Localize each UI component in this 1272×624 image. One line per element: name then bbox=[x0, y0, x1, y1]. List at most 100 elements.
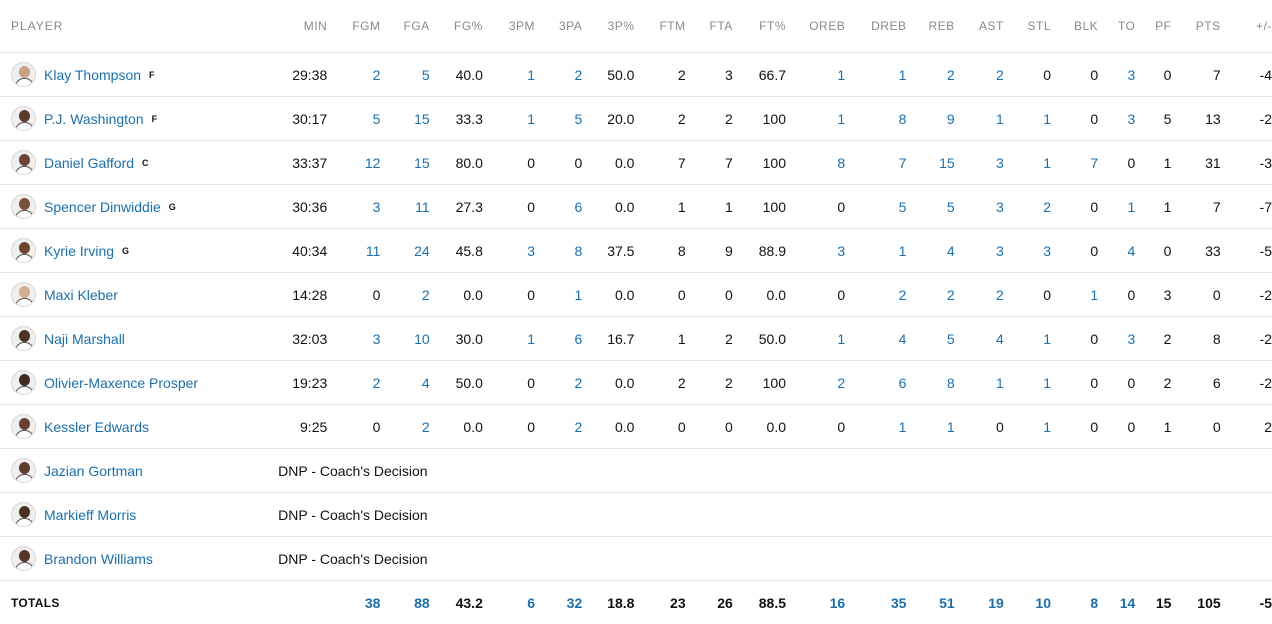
stat-oreb[interactable]: 1 bbox=[786, 316, 846, 361]
stat-fgm[interactable]: 2 bbox=[327, 360, 381, 405]
total-fgm[interactable]: 38 bbox=[364, 594, 381, 611]
stat-tpa[interactable]: 1 bbox=[535, 272, 583, 317]
stat-oreb[interactable]: 8 bbox=[786, 140, 846, 185]
stat-fgm[interactable]: 11 bbox=[327, 228, 381, 273]
stat-to[interactable]: 3 bbox=[1098, 52, 1136, 97]
total-3pm[interactable]: 6 bbox=[527, 594, 536, 611]
stat-oreb[interactable]: 1 bbox=[786, 96, 846, 141]
stat-to[interactable]: 4 bbox=[1098, 228, 1136, 273]
col-header-fgm[interactable]: FGM bbox=[327, 0, 381, 53]
stat-oreb[interactable]: 3 bbox=[786, 228, 846, 273]
stat-blk[interactable]: 1 bbox=[1051, 272, 1099, 317]
stat-reb[interactable]: 15 bbox=[906, 140, 955, 185]
player-name-link[interactable]: Kessler Edwards bbox=[44, 418, 150, 435]
col-header-reb[interactable]: REB bbox=[906, 0, 955, 53]
col-header-to[interactable]: TO bbox=[1098, 0, 1136, 53]
col-header-3pm[interactable]: 3PM bbox=[482, 0, 536, 53]
stat-fgm[interactable]: 5 bbox=[327, 96, 381, 141]
stat-tpm[interactable]: 3 bbox=[482, 228, 536, 273]
col-header-player[interactable]: PLAYER bbox=[0, 0, 287, 53]
col-header-pf[interactable]: PF bbox=[1135, 0, 1172, 53]
total-blk[interactable]: 8 bbox=[1090, 594, 1099, 611]
stat-fgm[interactable]: 3 bbox=[327, 316, 381, 361]
stat-reb[interactable]: 5 bbox=[906, 184, 955, 229]
stat-fga[interactable]: 2 bbox=[380, 272, 430, 317]
col-header-plus-minus[interactable]: +/- bbox=[1220, 0, 1272, 53]
stat-stl[interactable]: 1 bbox=[1003, 96, 1051, 141]
col-header-3pa[interactable]: 3PA bbox=[535, 0, 583, 53]
stat-ast[interactable]: 3 bbox=[954, 228, 1004, 273]
col-header-dreb[interactable]: DREB bbox=[845, 0, 907, 53]
stat-stl[interactable]: 1 bbox=[1003, 360, 1051, 405]
player-name-link[interactable]: Markieff Morris bbox=[44, 506, 137, 523]
stat-reb[interactable]: 2 bbox=[906, 272, 955, 317]
total-reb[interactable]: 51 bbox=[939, 594, 955, 611]
stat-reb[interactable]: 9 bbox=[906, 96, 955, 141]
stat-stl[interactable]: 2 bbox=[1003, 184, 1051, 229]
stat-tpm[interactable]: 1 bbox=[482, 316, 536, 361]
player-name-link[interactable]: P.J. Washington bbox=[44, 110, 144, 127]
col-header-fta[interactable]: FTA bbox=[685, 0, 733, 53]
stat-ast[interactable]: 1 bbox=[954, 360, 1004, 405]
stat-dreb[interactable]: 8 bbox=[845, 96, 907, 141]
total-stl[interactable]: 10 bbox=[1035, 594, 1051, 611]
total-ast[interactable]: 19 bbox=[988, 594, 1004, 611]
col-header-fga[interactable]: FGA bbox=[380, 0, 430, 53]
stat-dreb[interactable]: 7 bbox=[845, 140, 907, 185]
stat-reb[interactable]: 1 bbox=[906, 404, 955, 449]
stat-ast[interactable]: 4 bbox=[954, 316, 1004, 361]
total-oreb[interactable]: 16 bbox=[829, 594, 846, 611]
stat-stl[interactable]: 1 bbox=[1003, 316, 1051, 361]
stat-tpa[interactable]: 2 bbox=[535, 404, 583, 449]
stat-dreb[interactable]: 4 bbox=[845, 316, 907, 361]
stat-tpa[interactable]: 6 bbox=[535, 316, 583, 361]
stat-oreb[interactable]: 1 bbox=[786, 52, 846, 97]
stat-stl[interactable]: 1 bbox=[1003, 140, 1051, 185]
stat-dreb[interactable]: 1 bbox=[845, 404, 907, 449]
player-name-link[interactable]: Jazian Gortman bbox=[44, 462, 143, 479]
player-name-link[interactable]: Olivier-Maxence Prosper bbox=[44, 374, 199, 391]
stat-tpa[interactable]: 6 bbox=[535, 184, 583, 229]
stat-tpa[interactable]: 5 bbox=[535, 96, 583, 141]
stat-reb[interactable]: 5 bbox=[906, 316, 955, 361]
col-header-fgp[interactable]: FG% bbox=[429, 0, 483, 53]
stat-to[interactable]: 1 bbox=[1098, 184, 1136, 229]
stat-stl[interactable]: 3 bbox=[1003, 228, 1051, 273]
stat-fga[interactable]: 5 bbox=[380, 52, 430, 97]
stat-fga[interactable]: 10 bbox=[380, 316, 430, 361]
stat-stl[interactable]: 1 bbox=[1003, 404, 1051, 449]
col-header-blk[interactable]: BLK bbox=[1051, 0, 1099, 53]
stat-fgm[interactable]: 3 bbox=[327, 184, 381, 229]
stat-reb[interactable]: 8 bbox=[906, 360, 955, 405]
stat-ast[interactable]: 2 bbox=[954, 272, 1004, 317]
player-name-link[interactable]: Naji Marshall bbox=[44, 330, 125, 347]
col-header-ftp[interactable]: FT% bbox=[732, 0, 786, 53]
total-to[interactable]: 14 bbox=[1119, 594, 1136, 611]
col-header-ast[interactable]: AST bbox=[954, 0, 1004, 53]
col-header-3pp[interactable]: 3P% bbox=[582, 0, 635, 53]
col-header-pts[interactable]: PTS bbox=[1171, 0, 1221, 53]
stat-fgm[interactable]: 2 bbox=[327, 52, 381, 97]
player-name-link[interactable]: Brandon Williams bbox=[44, 550, 153, 567]
stat-fga[interactable]: 15 bbox=[380, 140, 430, 185]
stat-fga[interactable]: 11 bbox=[380, 184, 430, 229]
stat-to[interactable]: 3 bbox=[1098, 316, 1136, 361]
stat-to[interactable]: 3 bbox=[1098, 96, 1136, 141]
stat-tpa[interactable]: 8 bbox=[535, 228, 583, 273]
col-header-stl[interactable]: STL bbox=[1003, 0, 1051, 53]
stat-tpm[interactable]: 1 bbox=[482, 52, 536, 97]
stat-fga[interactable]: 24 bbox=[380, 228, 430, 273]
player-name-link[interactable]: Daniel Gafford bbox=[44, 154, 135, 171]
player-name-link[interactable]: Kyrie Irving bbox=[44, 242, 115, 259]
stat-dreb[interactable]: 5 bbox=[845, 184, 907, 229]
total-dreb[interactable]: 35 bbox=[890, 594, 907, 611]
col-header-min[interactable]: MIN bbox=[286, 0, 328, 53]
player-name-link[interactable]: Maxi Kleber bbox=[44, 286, 118, 303]
stat-fga[interactable]: 4 bbox=[380, 360, 430, 405]
player-name-link[interactable]: Klay Thompson bbox=[44, 66, 142, 83]
total-fga[interactable]: 88 bbox=[414, 594, 430, 611]
stat-fgm[interactable]: 12 bbox=[327, 140, 381, 185]
stat-tpm[interactable]: 1 bbox=[482, 96, 536, 141]
col-header-ftm[interactable]: FTM bbox=[634, 0, 686, 53]
stat-dreb[interactable]: 6 bbox=[845, 360, 907, 405]
